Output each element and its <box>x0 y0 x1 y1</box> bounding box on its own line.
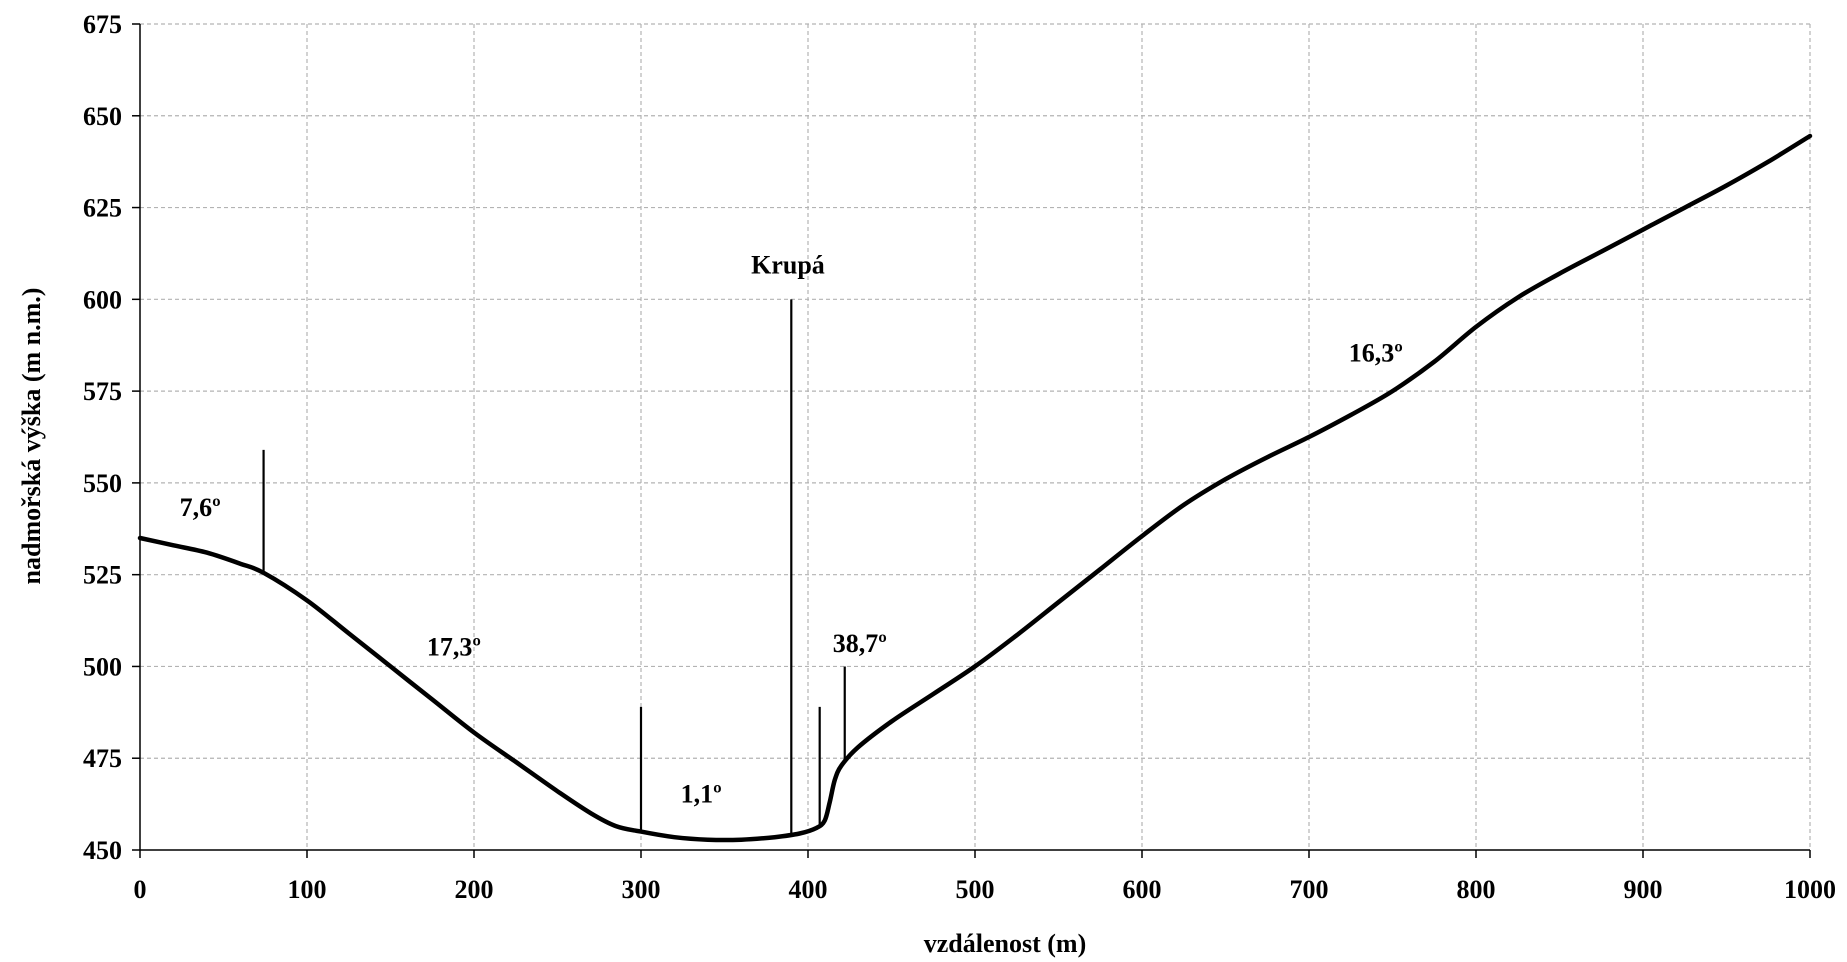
axes <box>132 23 1811 858</box>
y-tick-label: 500 <box>83 652 122 681</box>
annotation-label: 17,3º <box>427 632 481 661</box>
y-tick-label: 675 <box>83 10 122 39</box>
x-tick-label: 900 <box>1624 875 1663 904</box>
y-tick-label: 475 <box>83 744 122 773</box>
x-tick-label: 800 <box>1457 875 1496 904</box>
annotation-label: Krupá <box>751 251 825 280</box>
y-axis-title: nadmořská výška (m n.m.) <box>17 288 46 585</box>
y-tick-label: 625 <box>83 194 122 223</box>
annotation-label: 7,6º <box>180 493 221 522</box>
annotation-label: 1,1º <box>681 779 722 808</box>
elevation-profile-line <box>137 133 1813 843</box>
x-tick-label: 0 <box>134 875 147 904</box>
x-tick-label: 100 <box>288 875 327 904</box>
y-tick-label: 575 <box>83 377 122 406</box>
y-tick-label: 550 <box>83 469 122 498</box>
y-tick-label: 450 <box>83 836 122 865</box>
x-axis-title: vzdálenost (m) <box>924 929 1086 958</box>
annotation-label: 16,3º <box>1349 339 1403 368</box>
annotation-label: 38,7º <box>833 629 887 658</box>
marker-lines <box>262 299 846 834</box>
x-tick-label: 400 <box>789 875 828 904</box>
x-tick-label: 1000 <box>1784 875 1836 904</box>
annotations: 7,6º 17,3º 1,1º Krupá 38,7º 16,3º <box>180 251 1403 809</box>
x-tick-label: 700 <box>1290 875 1329 904</box>
x-tick-label: 200 <box>455 875 494 904</box>
x-tick-label: 300 <box>622 875 661 904</box>
y-tick-label: 600 <box>83 285 122 314</box>
y-tick-label: 525 <box>83 561 122 590</box>
grid <box>140 23 1811 850</box>
x-tick-label: 600 <box>1123 875 1162 904</box>
tick-labels: 450 475 500 525 550 575 600 625 650 675 0 100 200 300… <box>83 10 1836 904</box>
x-tick-label: 500 <box>956 875 995 904</box>
y-tick-label: 650 <box>83 102 122 131</box>
